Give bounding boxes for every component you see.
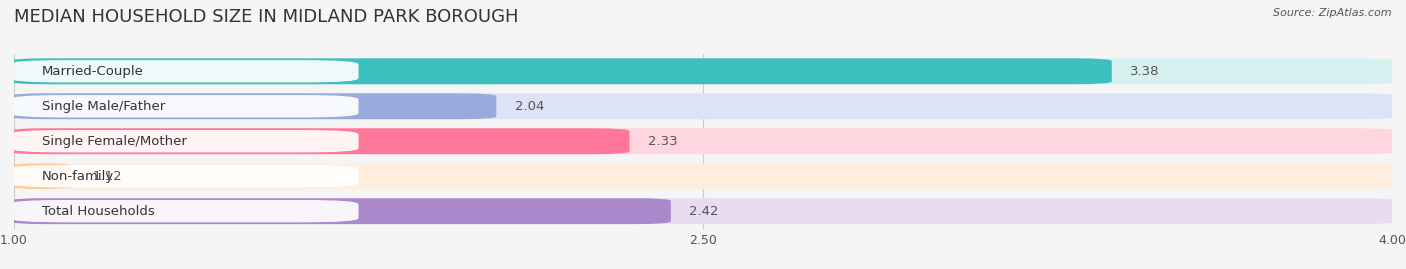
FancyBboxPatch shape [10, 198, 1396, 224]
FancyBboxPatch shape [10, 93, 496, 119]
Text: Single Male/Father: Single Male/Father [42, 100, 165, 113]
FancyBboxPatch shape [10, 58, 1396, 84]
FancyBboxPatch shape [10, 130, 359, 153]
Text: Source: ZipAtlas.com: Source: ZipAtlas.com [1274, 8, 1392, 18]
FancyBboxPatch shape [10, 128, 1396, 154]
Text: 3.38: 3.38 [1130, 65, 1160, 78]
Text: 2.33: 2.33 [648, 135, 678, 148]
FancyBboxPatch shape [10, 165, 359, 187]
FancyBboxPatch shape [10, 93, 1396, 119]
Text: 2.42: 2.42 [689, 205, 718, 218]
FancyBboxPatch shape [10, 163, 73, 189]
FancyBboxPatch shape [10, 163, 1396, 189]
Text: 1.12: 1.12 [93, 170, 122, 183]
Text: Non-family: Non-family [42, 170, 114, 183]
FancyBboxPatch shape [10, 198, 671, 224]
Text: MEDIAN HOUSEHOLD SIZE IN MIDLAND PARK BOROUGH: MEDIAN HOUSEHOLD SIZE IN MIDLAND PARK BO… [14, 8, 519, 26]
Text: Married-Couple: Married-Couple [42, 65, 143, 78]
Text: 2.04: 2.04 [515, 100, 544, 113]
FancyBboxPatch shape [10, 60, 359, 83]
Text: Single Female/Mother: Single Female/Mother [42, 135, 187, 148]
Text: Total Households: Total Households [42, 205, 155, 218]
FancyBboxPatch shape [10, 95, 359, 118]
FancyBboxPatch shape [10, 128, 630, 154]
FancyBboxPatch shape [10, 200, 359, 222]
FancyBboxPatch shape [10, 58, 1112, 84]
